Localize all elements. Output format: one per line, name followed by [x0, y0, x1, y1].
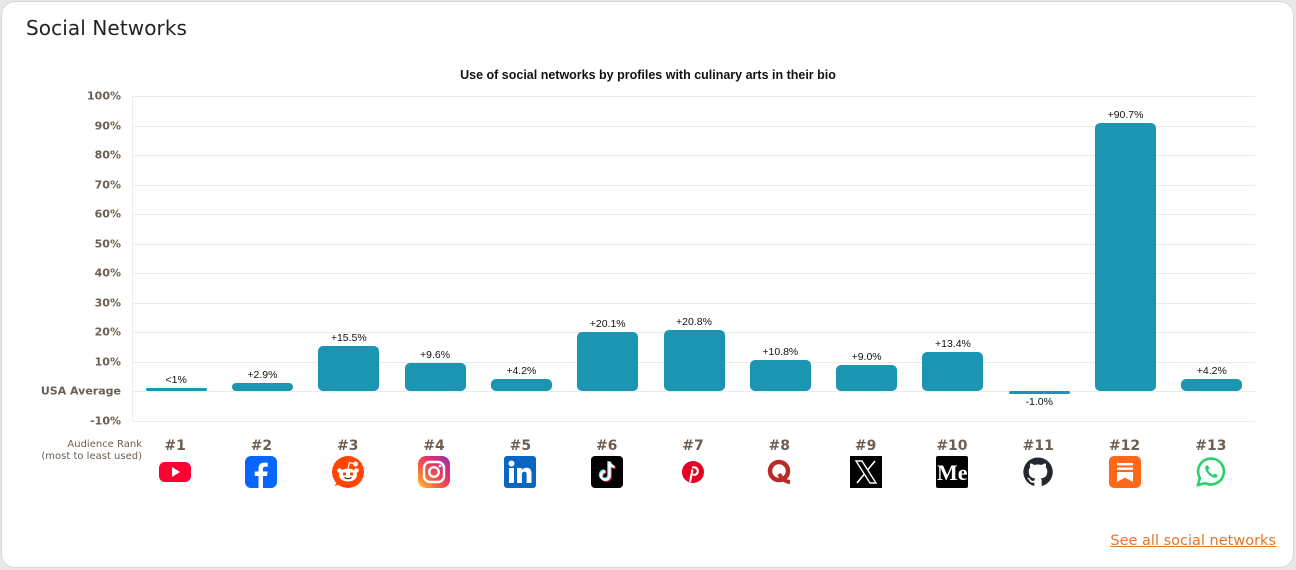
youtube-icon[interactable] — [159, 456, 192, 488]
y-tick-label: 10% — [94, 355, 121, 369]
see-all-social-networks-link[interactable]: See all social networks — [1110, 533, 1276, 549]
y-tick-label: 50% — [94, 237, 121, 251]
gridline — [133, 214, 1255, 216]
y-tick-label: USA Average — [40, 384, 121, 398]
chart-title: Use of social networks by profiles with … — [460, 68, 836, 82]
bar-value-label: +13.4% — [934, 337, 971, 350]
instagram-icon[interactable] — [418, 456, 451, 488]
rank-label: #10 — [936, 438, 968, 454]
bar-value-label: +4.2% — [506, 365, 537, 378]
rank-label: #5 — [509, 438, 532, 454]
rank-label: #13 — [1195, 438, 1227, 454]
audience-rank-caption: Audience Rank (most to least used) — [30, 439, 142, 463]
bar-whatsapp[interactable] — [1181, 379, 1243, 392]
y-tick-label: 90% — [94, 119, 121, 133]
tiktok-icon[interactable] — [590, 456, 623, 488]
bar-value-label: +9.0% — [851, 350, 882, 363]
gridline — [133, 184, 1255, 186]
bar-instagram[interactable] — [404, 363, 466, 392]
rank-label: #3 — [337, 438, 359, 454]
rank-label: #9 — [854, 438, 877, 454]
y-tick-label: 60% — [94, 207, 121, 221]
audience-rank-caption-line2: (most to least used) — [41, 451, 142, 462]
y-tick-label: 100% — [87, 89, 121, 103]
bar-quora[interactable] — [749, 359, 811, 392]
bar-value-label: +10.8% — [762, 345, 799, 358]
bar-value-label: +2.9% — [247, 368, 278, 381]
gridline — [133, 125, 1255, 127]
x-icon[interactable] — [849, 456, 882, 488]
gridline — [133, 302, 1255, 304]
whatsapp-icon[interactable] — [1195, 456, 1227, 488]
github-icon[interactable] — [1022, 456, 1054, 488]
rank-label: #6 — [595, 438, 618, 454]
reddit-icon[interactable] — [331, 456, 364, 488]
bar-pinterest[interactable] — [663, 330, 725, 392]
gridline — [133, 273, 1255, 275]
bar-youtube[interactable] — [145, 388, 207, 392]
y-tick-label: 70% — [94, 178, 121, 192]
rank-label: #12 — [1108, 438, 1141, 454]
gridline — [133, 391, 1255, 393]
bar-facebook[interactable] — [231, 382, 293, 392]
card-title: Social Networks — [26, 16, 188, 40]
gridline — [133, 243, 1255, 245]
bar-github[interactable] — [1008, 391, 1070, 395]
bar-value-label: +4.2% — [1196, 365, 1227, 378]
quora-icon[interactable] — [763, 456, 795, 488]
bar-value-label: +20.8% — [676, 316, 712, 328]
substack-icon[interactable] — [1108, 456, 1141, 488]
rank-label: #8 — [768, 438, 791, 454]
bar-value-label: -1.0% — [1025, 396, 1053, 409]
bar-value-label: <1% — [165, 374, 187, 387]
linkedin-icon[interactable] — [504, 456, 537, 488]
bar-substack[interactable] — [1095, 123, 1157, 392]
bar-x[interactable] — [836, 364, 898, 392]
gridline — [133, 155, 1255, 157]
bar-tiktok[interactable] — [577, 332, 639, 392]
pinterest-icon[interactable] — [677, 456, 709, 488]
facebook-icon[interactable] — [245, 456, 278, 488]
rank-label: #2 — [250, 438, 273, 454]
bar-reddit[interactable] — [318, 345, 380, 392]
bar-value-label: +15.5% — [330, 331, 367, 344]
plot-area: <1% +2.9% +15.5% +9.6% +4.2% +20.1% +20.8% +10.… — [132, 96, 1255, 422]
rank-label: #4 — [423, 438, 445, 454]
svg-text:Me: Me — [937, 460, 968, 485]
bar-linkedin[interactable] — [490, 379, 552, 392]
rank-label: #1 — [164, 438, 186, 454]
gridline — [133, 96, 1255, 97]
bar-value-label: +9.6% — [420, 349, 451, 362]
y-tick-label: 20% — [94, 325, 121, 339]
rank-label: #7 — [682, 438, 704, 454]
y-tick-label: -10% — [90, 414, 121, 428]
bar-medium[interactable] — [922, 351, 984, 392]
y-tick-label: 80% — [94, 148, 121, 162]
bar-value-label: +20.1% — [589, 318, 626, 331]
medium-icon[interactable]: Me — [935, 456, 968, 488]
y-tick-label: 30% — [94, 296, 121, 310]
bar-value-label: +90.7% — [1107, 109, 1144, 122]
rank-label: #11 — [1022, 438, 1054, 454]
y-tick-label: 40% — [94, 266, 121, 280]
audience-rank-caption-line1: Audience Rank — [67, 439, 142, 450]
gridline — [133, 421, 1255, 422]
